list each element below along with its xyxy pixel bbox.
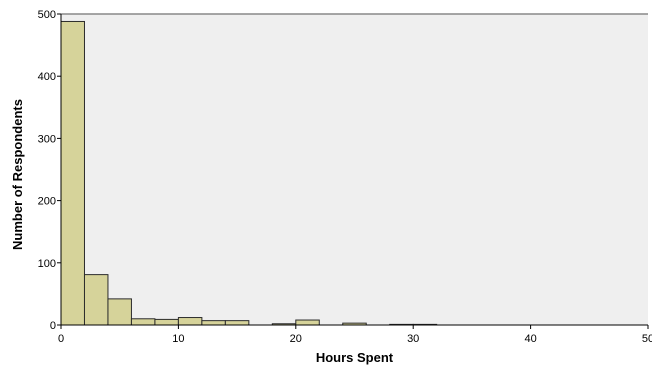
- x-axis-label: Hours Spent: [316, 350, 394, 365]
- x-tick-label: 0: [58, 333, 64, 345]
- y-tick-label: 300: [38, 133, 56, 145]
- y-tick-label: 500: [38, 9, 56, 21]
- x-tick-label: 20: [290, 333, 302, 345]
- histogram-bar: [107, 298, 132, 326]
- axes-group: [60, 13, 648, 326]
- plot-area: [61, 14, 648, 325]
- histogram-bar: [224, 320, 250, 326]
- x-tick-label: 10: [172, 333, 184, 345]
- y-axis-label: Number of Respondents: [10, 99, 25, 250]
- y-tick-label: 200: [38, 196, 56, 208]
- x-tick-label: 50: [642, 333, 652, 345]
- histogram-bar: [295, 319, 320, 326]
- y-tick-label: 0: [50, 320, 56, 332]
- x-tick-label: 40: [524, 333, 536, 345]
- x-tick-label: 30: [407, 333, 419, 345]
- y-tick-label: 100: [38, 258, 56, 270]
- histogram-bar: [83, 274, 109, 326]
- histogram-bar: [201, 320, 226, 326]
- y-tick-label: 400: [38, 71, 56, 83]
- histogram-bar: [130, 318, 156, 326]
- histogram-bar: [60, 20, 85, 326]
- histogram-bar: [177, 317, 203, 326]
- histogram-bar: [154, 318, 179, 326]
